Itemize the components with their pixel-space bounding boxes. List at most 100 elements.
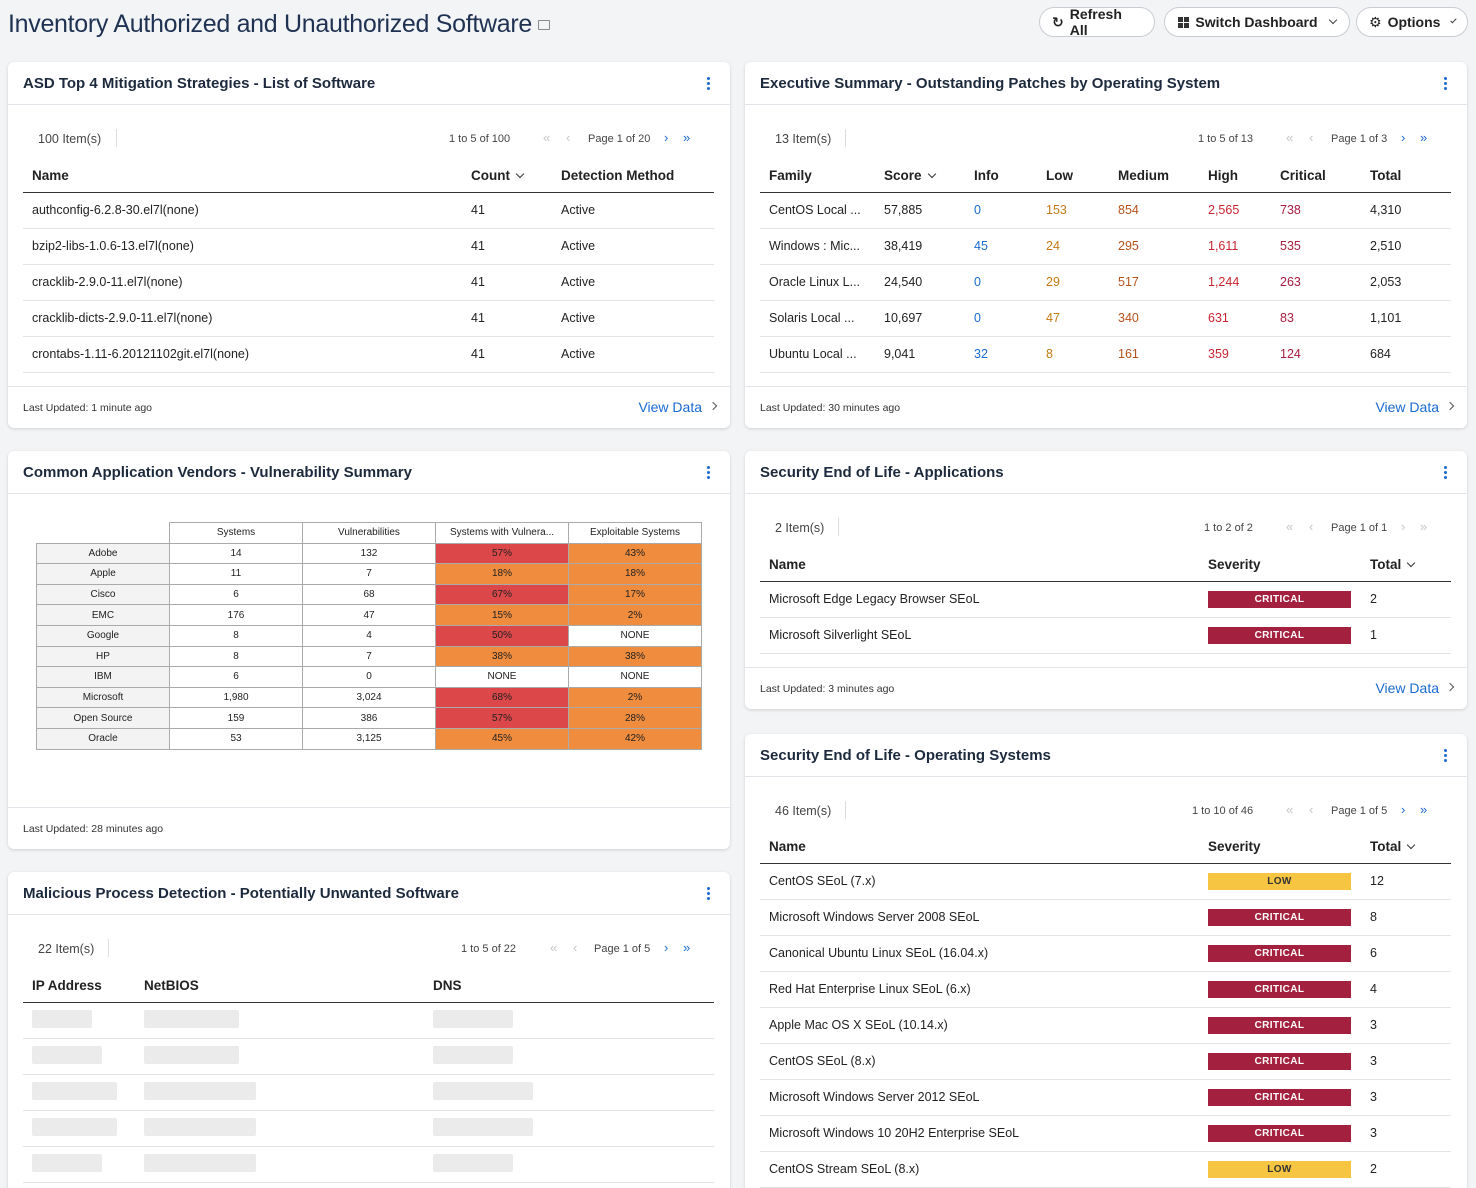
col-total[interactable]: Total bbox=[1361, 159, 1451, 193]
col-detection[interactable]: Detection Method bbox=[552, 159, 714, 193]
vendor-row[interactable]: IBM 6 0 NONE NONE bbox=[36, 666, 702, 688]
next-page-icon[interactable]: › bbox=[1401, 519, 1406, 534]
table-row[interactable]: CentOS Local ... 57,885 0 153 854 2,565 738 4,3… bbox=[760, 192, 1451, 229]
first-page-icon[interactable]: « bbox=[1286, 802, 1294, 817]
table-row[interactable]: Microsoft Windows 10 20H2 Enterprise SEo… bbox=[760, 1115, 1451, 1152]
table-row[interactable] bbox=[23, 1146, 714, 1183]
vendor-row[interactable]: Microsoft 1,980 3,024 68% 2% bbox=[36, 686, 702, 709]
table-row[interactable]: CentOS Stream SEoL (8.x) LOW 2 bbox=[760, 1151, 1451, 1188]
table-row[interactable]: Microsoft Edge Legacy Browser SEoL CRITIC… bbox=[760, 581, 1451, 618]
first-page-icon[interactable]: « bbox=[550, 940, 558, 955]
col-name[interactable]: Name bbox=[23, 159, 462, 193]
prev-page-icon[interactable]: ‹ bbox=[1309, 519, 1314, 534]
panel-menu-icon[interactable] bbox=[701, 76, 715, 90]
first-page-icon[interactable]: « bbox=[1286, 130, 1294, 145]
prev-page-icon[interactable]: ‹ bbox=[1309, 130, 1314, 145]
next-page-icon[interactable]: › bbox=[664, 130, 669, 145]
last-page-icon[interactable]: » bbox=[1420, 802, 1428, 817]
eol-apps-table: Name Severity Total Microsoft Edge Legac… bbox=[760, 548, 1451, 654]
last-page-icon[interactable]: » bbox=[683, 130, 691, 145]
table-row[interactable] bbox=[23, 1074, 714, 1111]
panel-menu-icon[interactable] bbox=[1438, 76, 1452, 90]
last-updated: Last Updated: 3 minutes ago bbox=[760, 683, 895, 695]
prev-page-icon[interactable]: ‹ bbox=[1309, 802, 1314, 817]
col-total[interactable]: Total bbox=[1361, 830, 1451, 864]
col-severity[interactable]: Severity bbox=[1199, 548, 1361, 582]
next-page-icon[interactable]: › bbox=[664, 940, 669, 955]
table-row[interactable]: Microsoft Windows Server 2008 SEoL CRITIC… bbox=[760, 899, 1451, 936]
table-row[interactable]: Oracle Linux L... 24,540 0 29 517 1,244 263 2,0… bbox=[760, 264, 1451, 301]
last-page-icon[interactable]: » bbox=[1420, 130, 1428, 145]
table-row[interactable]: crontabs-1.11-6.20121102git.el7l(none) 41… bbox=[23, 336, 714, 373]
table-row[interactable]: authconfig-6.2.8-30.el7l(none) 41 Active bbox=[23, 192, 714, 229]
vendor-row[interactable]: Apple 11 7 18% 18% bbox=[36, 563, 702, 585]
chevron-right-icon[interactable] bbox=[1445, 682, 1455, 692]
options-button[interactable]: ⚙ Options bbox=[1356, 7, 1468, 37]
vendor-row[interactable]: EMC 176 47 15% 2% bbox=[36, 604, 702, 626]
table-row[interactable]: Canonical Ubuntu Linux SEoL (16.04.x) CRI… bbox=[760, 935, 1451, 972]
copy-icon[interactable] bbox=[538, 20, 551, 31]
last-updated: Last Updated: 1 minute ago bbox=[23, 402, 153, 414]
table-row[interactable]: CentOS SEoL (8.x) CRITICAL 3 bbox=[760, 1043, 1451, 1080]
table-row[interactable] bbox=[23, 1002, 714, 1039]
table-row[interactable]: CentOS SEoL (7.x) LOW 12 bbox=[760, 863, 1451, 900]
col-name[interactable]: Name bbox=[760, 830, 1199, 864]
next-page-icon[interactable]: › bbox=[1401, 802, 1406, 817]
vendor-row[interactable]: HP 8 7 38% 38% bbox=[36, 645, 702, 668]
panel-menu-icon[interactable] bbox=[1438, 465, 1452, 479]
last-page-icon[interactable]: » bbox=[1420, 519, 1428, 534]
vendor-row[interactable]: Oracle 53 3,125 45% 42% bbox=[36, 727, 702, 750]
chevron-right-icon[interactable] bbox=[708, 401, 718, 411]
table-row[interactable] bbox=[23, 1110, 714, 1147]
col-low[interactable]: Low bbox=[1037, 159, 1109, 193]
next-page-icon[interactable]: › bbox=[1401, 130, 1406, 145]
table-row[interactable]: Red Hat Enterprise Linux SEoL (6.x) CRITI… bbox=[760, 971, 1451, 1008]
refresh-all-button[interactable]: ↻ Refresh All bbox=[1039, 6, 1155, 38]
table-row[interactable]: Apple Mac OS X SEoL (10.14.x) CRITICAL 3 bbox=[760, 1007, 1451, 1044]
vendor-row[interactable]: Cisco 6 68 67% 17% bbox=[36, 583, 702, 606]
vendor-row[interactable]: Open Source 159 386 57% 28% bbox=[36, 707, 702, 729]
vendor-row[interactable]: Google 8 4 50% NONE bbox=[36, 624, 702, 647]
prev-page-icon[interactable]: ‹ bbox=[566, 130, 571, 145]
table-row[interactable]: Ubuntu Local ... 9,041 32 8 161 359 124 684 bbox=[760, 336, 1451, 373]
col-ip[interactable]: IP Address bbox=[23, 969, 135, 1003]
col-netbios[interactable]: NetBIOS bbox=[135, 969, 424, 1003]
col-info[interactable]: Info bbox=[965, 159, 1037, 193]
view-data-link[interactable]: View Data bbox=[1375, 680, 1439, 696]
prev-page-icon[interactable]: ‹ bbox=[573, 940, 578, 955]
os-total: 8 bbox=[1361, 899, 1451, 936]
col-score[interactable]: Score bbox=[875, 159, 965, 193]
col-severity[interactable]: Severity bbox=[1199, 830, 1361, 864]
panel-menu-icon[interactable] bbox=[701, 886, 715, 900]
table-row[interactable]: Microsoft Windows Server 2012 SEoL CRITIC… bbox=[760, 1079, 1451, 1116]
chevron-right-icon[interactable] bbox=[1445, 401, 1455, 411]
col-family[interactable]: Family bbox=[760, 159, 875, 193]
table-row[interactable] bbox=[23, 1038, 714, 1075]
table-row[interactable]: Solaris Local ... 10,697 0 47 340 631 83 1,101 bbox=[760, 300, 1451, 337]
first-page-icon[interactable]: « bbox=[543, 130, 551, 145]
table-row[interactable]: bzip2-libs-1.0.6-13.el7l(none) 41 Active bbox=[23, 228, 714, 265]
view-data-link[interactable]: View Data bbox=[1375, 399, 1439, 415]
col-total[interactable]: Total bbox=[1361, 548, 1451, 582]
asd-software-panel: ASD Top 4 Mitigation Strategies - List o… bbox=[8, 62, 730, 428]
last-page-icon[interactable]: » bbox=[683, 940, 691, 955]
switch-dashboard-button[interactable]: Switch Dashboard bbox=[1164, 7, 1350, 37]
col-dns[interactable]: DNS bbox=[424, 969, 714, 1003]
panel-menu-icon[interactable] bbox=[1438, 748, 1452, 762]
table-row[interactable]: cracklib-dicts-2.9.0-11.el7l(none) 41 Acti… bbox=[23, 300, 714, 337]
col-count[interactable]: Count bbox=[462, 159, 552, 193]
vendor-cell: 57% bbox=[435, 707, 569, 729]
vendor-row[interactable]: Adobe 14 132 57% 43% bbox=[36, 542, 702, 565]
table-row[interactable]: Microsoft Silverlight SEoL CRITICAL 1 bbox=[760, 617, 1451, 654]
view-data-link[interactable]: View Data bbox=[638, 399, 702, 415]
panel-menu-icon[interactable] bbox=[701, 465, 715, 479]
table-row[interactable]: cracklib-2.9.0-11.el7l(none) 41 Active bbox=[23, 264, 714, 301]
col-critical[interactable]: Critical bbox=[1271, 159, 1361, 193]
col-high[interactable]: High bbox=[1199, 159, 1271, 193]
vendor-name: HP bbox=[36, 645, 170, 668]
table-row[interactable]: Windows : Mic... 38,419 45 24 295 1,611 535 2,5… bbox=[760, 228, 1451, 265]
first-page-icon[interactable]: « bbox=[1286, 519, 1294, 534]
severity-badge: CRITICAL bbox=[1208, 908, 1351, 926]
col-medium[interactable]: Medium bbox=[1109, 159, 1199, 193]
col-name[interactable]: Name bbox=[760, 548, 1199, 582]
